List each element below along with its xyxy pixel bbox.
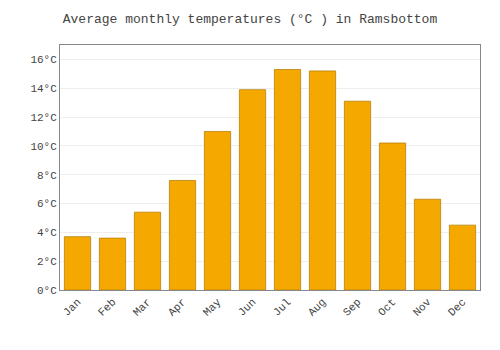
svg-text:Nov: Nov bbox=[411, 296, 434, 319]
svg-text:16°C: 16°C bbox=[30, 54, 57, 66]
svg-text:Jun: Jun bbox=[236, 296, 258, 318]
svg-text:Jan: Jan bbox=[61, 296, 83, 318]
svg-text:Feb: Feb bbox=[96, 296, 118, 318]
svg-text:8°C: 8°C bbox=[37, 170, 57, 182]
svg-text:10°C: 10°C bbox=[30, 141, 57, 153]
svg-text:Oct: Oct bbox=[376, 296, 398, 318]
svg-text:Aug: Aug bbox=[306, 296, 328, 318]
svg-text:14°C: 14°C bbox=[30, 83, 57, 95]
svg-text:6°C: 6°C bbox=[37, 198, 57, 210]
svg-text:0°C: 0°C bbox=[37, 285, 57, 297]
svg-text:Average monthly temperatures (: Average monthly temperatures (°C ) in Ra… bbox=[63, 12, 438, 27]
svg-text:4°C: 4°C bbox=[37, 227, 57, 239]
svg-text:Apr: Apr bbox=[166, 296, 188, 318]
svg-text:12°C: 12°C bbox=[30, 112, 57, 124]
svg-text:2°C: 2°C bbox=[37, 256, 57, 268]
svg-text:Jul: Jul bbox=[271, 296, 293, 318]
svg-text:May: May bbox=[201, 296, 224, 319]
svg-text:Dec: Dec bbox=[446, 296, 468, 318]
svg-text:Sep: Sep bbox=[341, 296, 363, 318]
svg-text:Mar: Mar bbox=[131, 296, 153, 318]
